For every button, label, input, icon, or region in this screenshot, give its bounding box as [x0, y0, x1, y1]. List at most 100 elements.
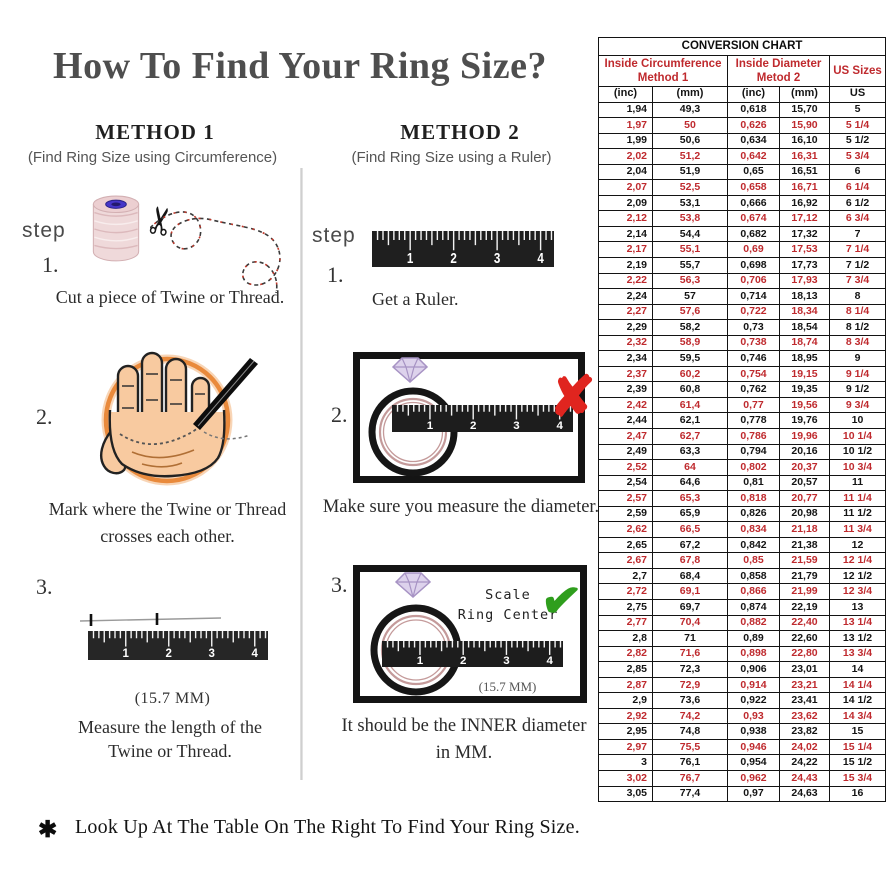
- table-cell: 2,77: [598, 614, 653, 632]
- group-header-us-sizes: US Sizes: [828, 55, 886, 87]
- table-cell: 0,85: [727, 552, 780, 569]
- method1-step2-text-line2: crosses each other.: [100, 526, 235, 546]
- table-row: 2,02 51,2 0,642 16,31 5 3/4: [598, 148, 886, 165]
- table-row: 2,22 56,3 0,706 17,93 7 3/4: [598, 272, 886, 290]
- table-cell: 6: [828, 163, 886, 181]
- method1-measure-value: (15.7 MM): [134, 690, 211, 707]
- table-cell: 13 1/2: [828, 630, 886, 647]
- conversion-chart-table: CONVERSION CHART Inside Circumference Me…: [597, 37, 886, 803]
- table-cell: 16: [828, 785, 886, 803]
- table-row: 2,19 55,7 0,698 17,73 7 1/2: [598, 256, 886, 274]
- table-cell: 18,95: [779, 350, 830, 367]
- table-cell: 5 3/4: [828, 148, 886, 165]
- table-cell: 2,24: [598, 288, 653, 305]
- table-cell: 2,9: [598, 692, 653, 709]
- table-cell: 51,2: [652, 148, 728, 165]
- table-cell: 76,7: [652, 770, 728, 787]
- thread-curl-illustration: [150, 211, 281, 294]
- table-row: 2,57 65,3 0,818 20,77 11 1/4: [598, 490, 886, 507]
- table-cell: 17,12: [779, 210, 830, 227]
- table-cell: 0,882: [727, 614, 780, 632]
- table-cell: 24,02: [779, 738, 830, 756]
- table-cell: 3: [598, 754, 653, 772]
- footer-note: Look Up At The Table On The Right To Fin…: [75, 816, 580, 838]
- table-cell: 19,96: [779, 427, 830, 445]
- twine-spool-icon: [92, 195, 140, 262]
- table-cell: 66,5: [652, 521, 728, 538]
- table-cell: 0,898: [727, 645, 780, 663]
- method1-heading: METHOD 1: [95, 120, 215, 144]
- table-cell: 16,51: [779, 163, 830, 181]
- table-cell: 50: [652, 117, 728, 134]
- table-cell: 22,19: [779, 599, 830, 616]
- table-cell: 65,9: [652, 505, 728, 523]
- method2-step3-text-line2: in MM.: [435, 743, 493, 763]
- scale-label-line2: Ring Center: [457, 607, 559, 623]
- table-cell: 15 1/2: [828, 754, 886, 772]
- table-cell: 52,5: [652, 179, 728, 196]
- table-cell: 0,954: [727, 754, 780, 772]
- table-cell: 11 3/4: [828, 521, 886, 538]
- table-group-header-row: Inside Circumference Method 1 Inside Dia…: [598, 55, 886, 87]
- table-cell: 57,6: [652, 303, 728, 321]
- ruler-icon-in-correct-box: 1 2 3 4: [382, 641, 563, 667]
- table-cell: 2,12: [598, 210, 653, 227]
- table-cell: 63,3: [652, 443, 728, 461]
- table-cell: 58,2: [652, 319, 728, 336]
- table-cell: 0,834: [727, 521, 780, 538]
- table-cell: 0,722: [727, 303, 780, 321]
- table-cell: 0,81: [727, 474, 780, 492]
- table-cell: 21,99: [779, 583, 830, 600]
- table-cell: 23,41: [779, 692, 830, 709]
- table-cell: 23,21: [779, 676, 830, 694]
- table-cell: 21,38: [779, 536, 830, 554]
- table-cell: 13 3/4: [828, 645, 886, 663]
- method1-step1-text: Cut a piece of Twine or Thread.: [55, 287, 285, 307]
- svg-text:2: 2: [166, 647, 173, 660]
- table-cell: 14 1/2: [828, 692, 886, 709]
- method1-step3-text-line2: Twine or Thread.: [108, 741, 232, 761]
- table-cell: 0,794: [727, 443, 780, 461]
- table-row: 2,95 74,8 0,938 23,82 15: [598, 723, 886, 740]
- table-cell: 2,95: [598, 723, 653, 740]
- table-cell: 0,706: [727, 272, 780, 290]
- table-row: 2,59 65,9 0,826 20,98 11 1/2: [598, 505, 886, 523]
- svg-text:4: 4: [546, 656, 553, 667]
- table-row: 2,29 58,2 0,73 18,54 8 1/2: [598, 319, 886, 336]
- table-cell: 22,80: [779, 645, 830, 663]
- method1-step3-number: 3.: [36, 574, 53, 599]
- table-cell: 16,71: [779, 179, 830, 196]
- table-cell: 2,62: [598, 521, 653, 538]
- table-cell: 2,27: [598, 303, 653, 321]
- table-cell: 6 3/4: [828, 210, 886, 227]
- table-cell: 62,7: [652, 427, 728, 445]
- table-row: 2,04 51,9 0,65 16,51 6: [598, 163, 886, 181]
- table-cell: 2,07: [598, 179, 653, 196]
- table-cell: 6 1/4: [828, 179, 886, 196]
- table-cell: 2,04: [598, 163, 653, 181]
- table-cell: 64,6: [652, 474, 728, 492]
- table-row: 2,37 60,2 0,754 19,15 9 1/4: [598, 365, 886, 383]
- column-header: (mm): [779, 86, 830, 103]
- table-cell: 2,22: [598, 272, 653, 290]
- scale-ring-center-label: Scale Ring Center: [452, 585, 564, 625]
- table-cell: 0,922: [727, 692, 780, 709]
- table-row: 2,9 73,6 0,922 23,41 14 1/2: [598, 692, 886, 709]
- method2-heading: METHOD 2: [400, 120, 520, 144]
- table-cell: 1,99: [598, 132, 653, 150]
- svg-text:3: 3: [503, 656, 509, 667]
- conversion-table-body: 1,94 49,3 0,618 15,70 5 1,97 50 0,626 15,90 5 1/4…: [598, 101, 886, 803]
- table-row: 2,14 54,4 0,682 17,32 7: [598, 225, 886, 243]
- hand-illustration: [100, 351, 258, 486]
- table-cell: 16,10: [779, 132, 830, 150]
- table-cell: 0,818: [727, 490, 780, 507]
- table-row: 1,97 50 0,626 15,90 5 1/4: [598, 117, 886, 134]
- table-cell: 0,866: [727, 583, 780, 600]
- table-cell: 55,7: [652, 256, 728, 274]
- table-row: 2,32 58,9 0,738 18,74 8 3/4: [598, 334, 886, 352]
- table-cell: 2,49: [598, 443, 653, 461]
- table-cell: 2,59: [598, 505, 653, 523]
- table-cell: 60,2: [652, 365, 728, 383]
- table-cell: 0,698: [727, 256, 780, 274]
- marked-thread-line: [79, 613, 222, 626]
